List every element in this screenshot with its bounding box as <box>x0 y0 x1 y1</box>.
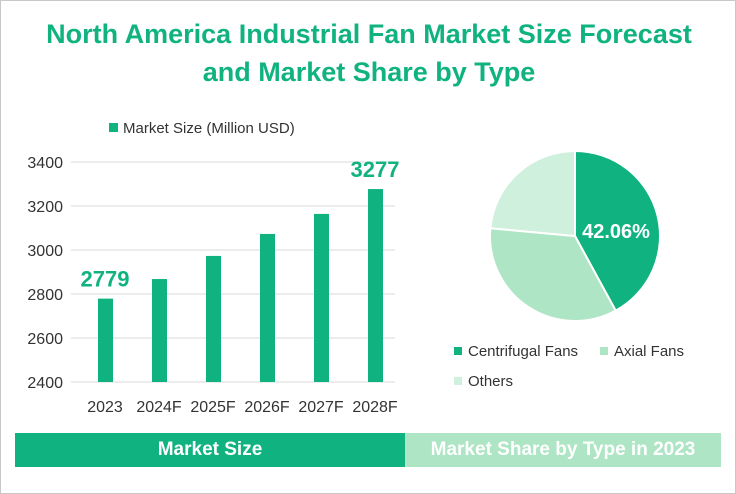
x-tick-label: 2027F <box>298 399 344 416</box>
x-tick-label: 2028F <box>352 399 398 416</box>
footer-market-share: Market Share by Type in 2023 <box>405 433 721 467</box>
legend-label: Others <box>468 373 513 390</box>
y-tick-label: 2800 <box>27 287 63 304</box>
legend-label: Axial Fans <box>614 343 684 360</box>
title-line-1: North America Industrial Fan Market Size… <box>46 19 692 49</box>
pie-data-label: 42.06% <box>582 221 650 243</box>
y-tick-label: 2400 <box>27 375 63 392</box>
pie-slice-others <box>489 149 576 238</box>
y-tick-label: 3200 <box>27 199 63 216</box>
bar-2023 <box>98 298 113 382</box>
y-tick-label: 3400 <box>27 155 63 172</box>
bar-2028F <box>368 189 383 382</box>
legend-swatch <box>454 377 462 385</box>
pie-slice-axial-fans <box>489 227 618 322</box>
legend-label: Market Size (Million USD) <box>123 120 295 137</box>
bar-2025F <box>206 255 221 382</box>
x-tick-label: 2024F <box>136 399 182 416</box>
data-label: 3277 <box>351 157 400 182</box>
x-tick-label: 2025F <box>190 399 236 416</box>
footer-market-size: Market Size <box>15 433 405 467</box>
legend-swatch <box>109 123 118 132</box>
bar-2027F <box>314 213 329 382</box>
chart-title: North America Industrial Fan Market Size… <box>1 15 735 91</box>
data-label: 2779 <box>81 267 130 292</box>
y-tick-label: 2600 <box>27 331 63 348</box>
legend-swatch <box>454 347 462 355</box>
legend-label: Centrifugal Fans <box>468 343 578 360</box>
x-tick-label: 2026F <box>244 399 290 416</box>
pie-slice-centrifugal-fans <box>574 149 661 312</box>
y-tick-label: 3000 <box>27 243 63 260</box>
bar-2026F <box>260 233 275 382</box>
bar-2024F <box>152 279 167 382</box>
x-tick-label: 2023 <box>87 399 123 416</box>
legend-swatch <box>600 347 608 355</box>
title-line-2: and Market Share by Type <box>202 57 536 87</box>
